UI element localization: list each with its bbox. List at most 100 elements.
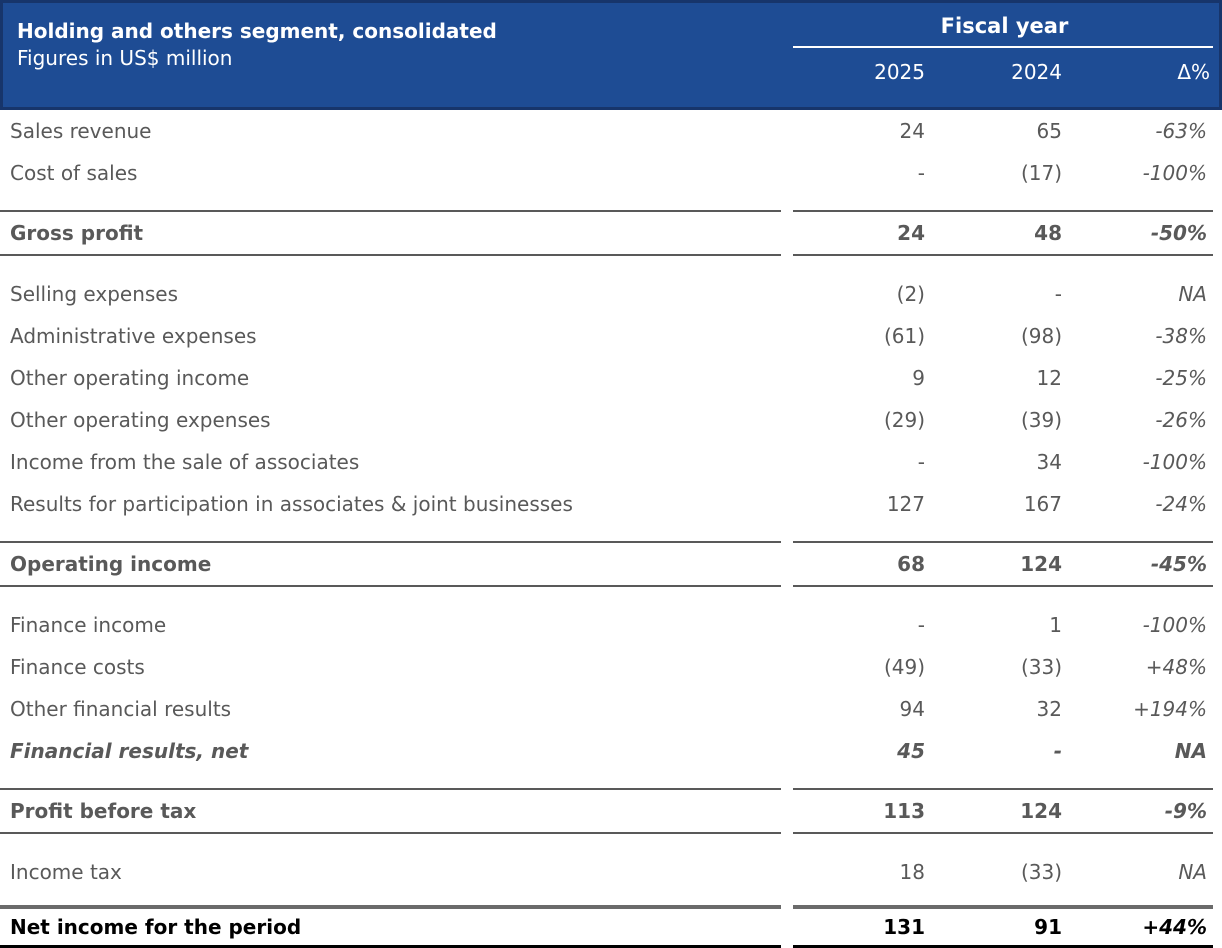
fiscal-year-underline xyxy=(793,46,1213,48)
separator-rule-left xyxy=(0,254,781,256)
row-label: Net income for the period xyxy=(10,915,302,939)
table-header: Holding and others segment, consolidated… xyxy=(0,0,1222,110)
spacer xyxy=(0,194,1222,210)
separator-rule-left xyxy=(0,832,781,834)
fiscal-year-header: Fiscal year 2025 2024 Δ% xyxy=(790,3,1219,107)
value-2025: 45 xyxy=(897,739,925,763)
value-delta: -24% xyxy=(1155,492,1207,516)
row-label: Financial results, net xyxy=(10,739,249,763)
value-2025: 127 xyxy=(886,492,925,516)
table-row: Finance costs (49) (33) +48% xyxy=(0,646,1222,688)
separator-rule-left xyxy=(0,788,781,790)
value-delta: -9% xyxy=(1164,799,1207,823)
table-row: Sales revenue 24 65 -63% xyxy=(0,110,1222,152)
value-2024: 124 xyxy=(1020,552,1062,576)
header-title-block: Holding and others segment, consolidated… xyxy=(3,3,790,107)
table-row: Operating income 68 124 -45% xyxy=(0,543,1222,585)
row-label: Administrative expenses xyxy=(10,324,257,348)
value-2025: 9 xyxy=(912,366,925,390)
separator-rule-left xyxy=(0,210,781,212)
value-delta: NA xyxy=(1178,282,1207,306)
table-row: Other operating expenses (29) (39) -26% xyxy=(0,399,1222,441)
value-delta: -50% xyxy=(1150,221,1207,245)
table-row: Other operating income 9 12 -25% xyxy=(0,357,1222,399)
separator-rule-right xyxy=(793,210,1213,212)
value-delta: -45% xyxy=(1150,552,1207,576)
value-2024: 124 xyxy=(1020,799,1062,823)
spacer xyxy=(0,893,1222,905)
separator-rule-right xyxy=(793,945,1213,948)
row-label: Profit before tax xyxy=(10,799,197,823)
separator-rule-right xyxy=(793,541,1213,543)
separator-rule xyxy=(0,254,1222,256)
value-2025: 24 xyxy=(897,221,925,245)
table-row: Other financial results 94 32 +194% xyxy=(0,688,1222,730)
value-2025: (29) xyxy=(883,408,925,432)
value-2025: 131 xyxy=(883,915,925,939)
separator-rule-left xyxy=(0,541,781,543)
table-body: Sales revenue 24 65 -63% Cost of sales - (17) -… xyxy=(0,110,1222,948)
row-label: Selling expenses xyxy=(10,282,179,306)
table-row: Income tax 18 (33) NA xyxy=(0,851,1222,893)
column-header-2024: 2024 xyxy=(1011,60,1062,84)
value-delta: -100% xyxy=(1142,161,1207,185)
row-label: Other financial results xyxy=(10,697,232,721)
value-2024: - xyxy=(1054,282,1062,306)
separator-rule xyxy=(0,541,1222,543)
table-row: Financial results, net 45 - NA xyxy=(0,730,1222,772)
spacer xyxy=(0,587,1222,604)
value-2024: (33) xyxy=(1020,860,1062,884)
value-2025: (61) xyxy=(883,324,925,348)
value-2024: (98) xyxy=(1020,324,1062,348)
row-label: Gross profit xyxy=(10,221,144,245)
row-label: Finance income xyxy=(10,613,167,637)
value-delta: NA xyxy=(1178,860,1207,884)
value-2024: (17) xyxy=(1020,161,1062,185)
value-delta: -38% xyxy=(1155,324,1207,348)
table-row: Finance income - 1 -100% xyxy=(0,604,1222,646)
value-2025: (49) xyxy=(883,655,925,679)
value-2024: 1 xyxy=(1049,613,1062,637)
units-note: Figures in US$ million xyxy=(17,46,233,70)
fiscal-year-label: Fiscal year xyxy=(940,14,1069,38)
row-label: Income from the sale of associates xyxy=(10,450,360,474)
row-label: Operating income xyxy=(10,552,212,576)
table-row: Gross profit 24 48 -50% xyxy=(0,212,1222,254)
value-2024: 48 xyxy=(1034,221,1062,245)
value-2024: (33) xyxy=(1020,655,1062,679)
value-delta: -26% xyxy=(1155,408,1207,432)
separator-rule-left xyxy=(0,585,781,587)
spacer xyxy=(0,834,1222,851)
spacer xyxy=(0,256,1222,273)
value-2024: 65 xyxy=(1036,119,1062,143)
separator-rule-right xyxy=(793,254,1213,256)
separator-rule-right xyxy=(793,832,1213,834)
table-row: Administrative expenses (61) (98) -38% xyxy=(0,315,1222,357)
spacer xyxy=(0,525,1222,541)
page-title: Holding and others segment, consolidated xyxy=(17,19,497,43)
value-delta: -63% xyxy=(1155,119,1207,143)
value-2024: 32 xyxy=(1036,697,1062,721)
table-row: Cost of sales - (17) -100% xyxy=(0,152,1222,194)
separator-rule xyxy=(0,788,1222,790)
row-label: Other operating income xyxy=(10,366,250,390)
separator-rule-right xyxy=(793,788,1213,790)
value-2025: 18 xyxy=(899,860,925,884)
separator-rule xyxy=(0,832,1222,834)
value-2024: 34 xyxy=(1036,450,1062,474)
value-2024: 12 xyxy=(1036,366,1062,390)
value-2024: 91 xyxy=(1034,915,1062,939)
value-2025: - xyxy=(917,450,925,474)
value-2025: 24 xyxy=(899,119,925,143)
value-2024: (39) xyxy=(1020,408,1062,432)
value-delta: +194% xyxy=(1133,697,1207,721)
value-2024: - xyxy=(1053,739,1062,763)
column-headers-row: 2025 2024 Δ% xyxy=(790,48,1219,84)
separator-rule xyxy=(0,945,1222,948)
value-2025: (2) xyxy=(896,282,925,306)
table-row: Income from the sale of associates - 34 -10… xyxy=(0,441,1222,483)
row-label: Sales revenue xyxy=(10,119,152,143)
row-label: Other operating expenses xyxy=(10,408,271,432)
separator-rule-left xyxy=(0,905,781,909)
value-2025: 68 xyxy=(897,552,925,576)
